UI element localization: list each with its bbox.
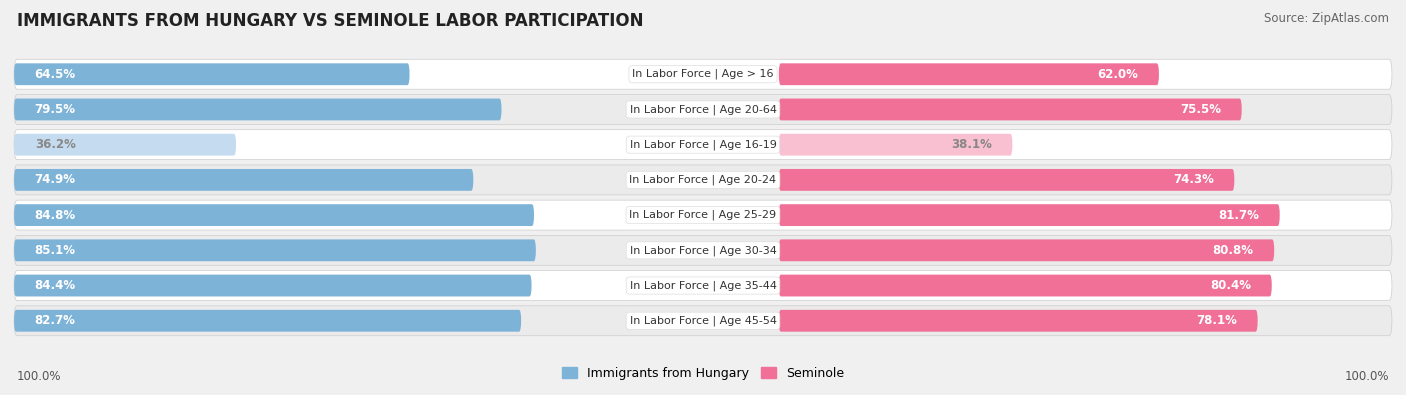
- FancyBboxPatch shape: [779, 204, 1279, 226]
- FancyBboxPatch shape: [14, 63, 409, 85]
- FancyBboxPatch shape: [779, 63, 1159, 85]
- Text: 75.5%: 75.5%: [1180, 103, 1220, 116]
- Text: 81.7%: 81.7%: [1218, 209, 1258, 222]
- Text: 100.0%: 100.0%: [1344, 370, 1389, 383]
- FancyBboxPatch shape: [14, 130, 1392, 160]
- Text: 62.0%: 62.0%: [1098, 68, 1139, 81]
- Text: 84.8%: 84.8%: [35, 209, 76, 222]
- FancyBboxPatch shape: [14, 98, 502, 120]
- FancyBboxPatch shape: [779, 310, 1257, 332]
- Text: 84.4%: 84.4%: [35, 279, 76, 292]
- Text: In Labor Force | Age 25-29: In Labor Force | Age 25-29: [630, 210, 776, 220]
- Text: In Labor Force | Age > 16: In Labor Force | Age > 16: [633, 69, 773, 79]
- FancyBboxPatch shape: [779, 134, 1012, 156]
- FancyBboxPatch shape: [14, 239, 536, 261]
- FancyBboxPatch shape: [14, 134, 236, 156]
- FancyBboxPatch shape: [14, 235, 1392, 265]
- Text: 74.9%: 74.9%: [35, 173, 76, 186]
- FancyBboxPatch shape: [14, 306, 1392, 336]
- FancyBboxPatch shape: [779, 239, 1274, 261]
- Text: 82.7%: 82.7%: [35, 314, 76, 327]
- Text: In Labor Force | Age 20-64: In Labor Force | Age 20-64: [630, 104, 776, 115]
- FancyBboxPatch shape: [14, 275, 531, 297]
- FancyBboxPatch shape: [14, 271, 1392, 301]
- Text: 80.4%: 80.4%: [1211, 279, 1251, 292]
- FancyBboxPatch shape: [14, 204, 534, 226]
- Text: In Labor Force | Age 16-19: In Labor Force | Age 16-19: [630, 139, 776, 150]
- Text: 74.3%: 74.3%: [1173, 173, 1213, 186]
- Text: In Labor Force | Age 20-24: In Labor Force | Age 20-24: [630, 175, 776, 185]
- Text: 79.5%: 79.5%: [35, 103, 76, 116]
- Text: 64.5%: 64.5%: [35, 68, 76, 81]
- Text: 38.1%: 38.1%: [950, 138, 991, 151]
- Text: 100.0%: 100.0%: [17, 370, 62, 383]
- FancyBboxPatch shape: [14, 200, 1392, 230]
- FancyBboxPatch shape: [14, 169, 474, 191]
- Legend: Immigrants from Hungary, Seminole: Immigrants from Hungary, Seminole: [557, 362, 849, 385]
- Text: 36.2%: 36.2%: [35, 138, 76, 151]
- Text: 78.1%: 78.1%: [1197, 314, 1237, 327]
- Text: In Labor Force | Age 45-54: In Labor Force | Age 45-54: [630, 316, 776, 326]
- Text: 85.1%: 85.1%: [35, 244, 76, 257]
- Text: 80.8%: 80.8%: [1212, 244, 1254, 257]
- FancyBboxPatch shape: [14, 165, 1392, 195]
- Text: In Labor Force | Age 35-44: In Labor Force | Age 35-44: [630, 280, 776, 291]
- Text: Source: ZipAtlas.com: Source: ZipAtlas.com: [1264, 12, 1389, 25]
- FancyBboxPatch shape: [779, 169, 1234, 191]
- FancyBboxPatch shape: [14, 310, 522, 332]
- FancyBboxPatch shape: [779, 98, 1241, 120]
- FancyBboxPatch shape: [14, 59, 1392, 89]
- FancyBboxPatch shape: [779, 275, 1272, 297]
- Text: IMMIGRANTS FROM HUNGARY VS SEMINOLE LABOR PARTICIPATION: IMMIGRANTS FROM HUNGARY VS SEMINOLE LABO…: [17, 12, 644, 30]
- FancyBboxPatch shape: [14, 94, 1392, 124]
- Text: In Labor Force | Age 30-34: In Labor Force | Age 30-34: [630, 245, 776, 256]
